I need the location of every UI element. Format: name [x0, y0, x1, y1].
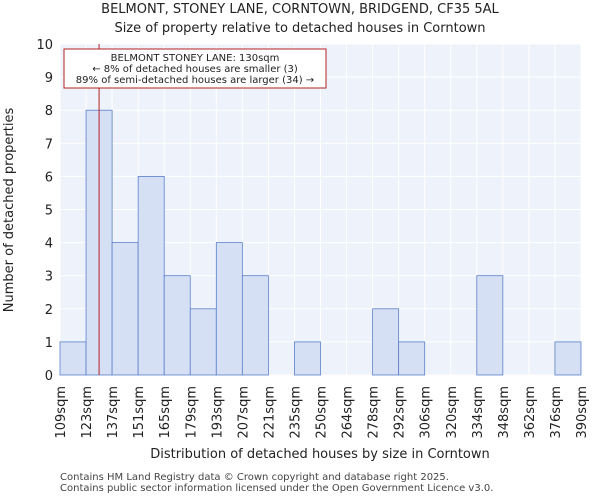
y-tick-label: 0	[45, 369, 53, 384]
y-tick-label: 3	[45, 270, 53, 285]
x-tick-label: 292sqm	[393, 386, 408, 439]
x-tick-label: 250sqm	[315, 386, 330, 439]
x-tick-label: 193sqm	[210, 386, 225, 439]
y-tick-label: 2	[45, 303, 53, 318]
bar-207sqm	[241, 275, 269, 376]
y-tick-label: 9	[45, 71, 53, 86]
x-tick-label: 390sqm	[575, 386, 590, 439]
annotation-line: 89% of semi-detached houses are larger (…	[76, 75, 314, 86]
bar-193sqm	[215, 242, 243, 376]
y-tick-label: 8	[45, 104, 53, 119]
bar-165sqm	[163, 275, 191, 376]
chart: BELMONT, STONEY LANE, CORNTOWN, BRIDGEND…	[2, 2, 590, 462]
x-tick-label: 264sqm	[341, 386, 356, 439]
plot-area: 0 1 2 3 4 5 6 7 8 9 10 109sqm 123sqm 137sqm 151sqm 165s…	[36, 38, 590, 439]
chart-title: BELMONT, STONEY LANE, CORNTOWN, BRIDGEND…	[101, 2, 499, 17]
y-tick-label: 10	[36, 38, 53, 53]
x-tick-label: 123sqm	[80, 386, 95, 439]
annotation-line: BELMONT STONEY LANE: 130sqm	[111, 53, 280, 64]
y-axis-label: Number of detached properties	[2, 108, 17, 313]
y-tick-label: 7	[45, 137, 53, 152]
x-tick-label: 362sqm	[523, 386, 538, 439]
bar-137sqm	[111, 242, 139, 376]
bar-334sqm	[476, 275, 504, 376]
footer-licence: Contains public sector information licen…	[60, 483, 494, 494]
bar-109sqm	[59, 341, 87, 376]
y-tick-label: 1	[45, 336, 53, 351]
x-tick-label: 376sqm	[549, 386, 564, 439]
x-tick-label: 235sqm	[288, 386, 303, 439]
x-tick-label: 151sqm	[132, 386, 147, 439]
x-tick-label: 109sqm	[54, 386, 69, 439]
bar-278sqm	[372, 308, 400, 376]
bar-151sqm	[137, 175, 165, 376]
annotation-box	[63, 48, 327, 89]
footer-copyright: Contains HM Land Registry data © Crown c…	[60, 472, 449, 483]
annotation-line: ← 8% of detached houses are smaller (3)	[92, 64, 298, 75]
bar-292sqm	[398, 341, 426, 376]
x-tick-label: 334sqm	[471, 386, 486, 439]
x-tick-label: 207sqm	[236, 386, 251, 439]
x-tick-label: 320sqm	[445, 386, 460, 439]
y-tick-label: 4	[45, 237, 53, 252]
x-tick-label: 348sqm	[497, 386, 512, 439]
x-axis-label: Distribution of detached houses by size …	[150, 447, 490, 462]
bar-179sqm	[189, 308, 217, 376]
x-tick-label: 306sqm	[419, 386, 434, 439]
x-tick-label: 137sqm	[106, 386, 121, 439]
bar-235sqm	[294, 341, 321, 376]
y-tick-label: 5	[45, 204, 53, 219]
x-tick-label: 165sqm	[158, 386, 173, 439]
chart-subtitle: Size of property relative to detached ho…	[114, 21, 485, 36]
x-tick-label: 278sqm	[367, 386, 382, 439]
x-tick-label: 221sqm	[262, 386, 277, 439]
y-tick-label: 6	[45, 170, 53, 185]
bar-376sqm	[554, 341, 582, 376]
x-tick-label: 179sqm	[184, 386, 199, 439]
